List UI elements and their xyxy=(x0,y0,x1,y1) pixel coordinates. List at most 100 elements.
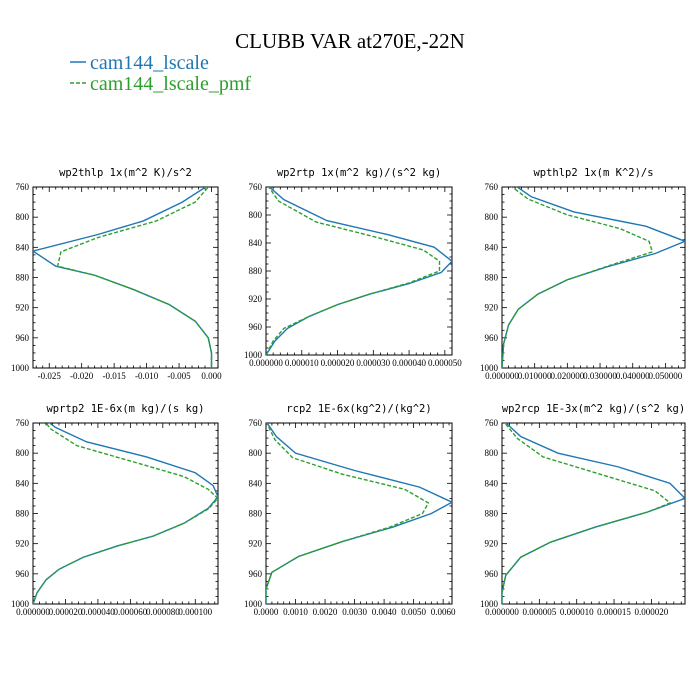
x-tick-label: 0.000000 xyxy=(16,607,50,617)
x-tick-label: 0.000040 xyxy=(392,358,426,368)
y-tick-label: 920 xyxy=(485,539,499,549)
figure-title: CLUBB VAR at270E,-22N xyxy=(235,29,465,53)
legend-label: cam144_lscale xyxy=(90,52,209,74)
subplot-title: wp2rtp 1x(m^2 kg)/(s^2 kg) xyxy=(277,167,441,179)
subplot-4: wprtp2 1E-6x(m kg)/(s kg) 760 800 840 880 920… xyxy=(11,403,219,617)
y-tick-label: 840 xyxy=(249,478,263,488)
y-tick-label: 960 xyxy=(16,569,30,579)
plot-frame xyxy=(32,186,219,369)
y-tick-label: 760 xyxy=(16,418,30,428)
x-tick-label: 0.000100 xyxy=(178,607,212,617)
subplot-1: wp2thlp 1x(m^2 K)/s^2 760 800 840 880 920 960 1… xyxy=(11,167,222,381)
x-tick-label: 0.000020 xyxy=(49,607,83,617)
series-line-2 xyxy=(266,423,430,604)
plot-frame xyxy=(265,422,453,605)
y-tick-label: 1000 xyxy=(244,350,263,360)
y-tick-label: 960 xyxy=(16,333,30,343)
subplot-title: wprtp2 1E-6x(m kg)/(s kg) xyxy=(46,403,204,415)
y-tick-label: 960 xyxy=(485,333,499,343)
series-line-1 xyxy=(266,423,452,604)
x-tick-label: 0.000040 xyxy=(81,607,115,617)
x-tick-label: -0.025 xyxy=(38,371,62,381)
y-tick-label: 920 xyxy=(249,539,263,549)
x-tick-label: 0.000000 xyxy=(485,371,519,381)
x-tick-label: 0.000030 xyxy=(356,358,390,368)
series-line-2 xyxy=(502,187,654,368)
subplot-2: wp2rtp 1x(m^2 kg)/(s^2 kg) 760 800 840 880 92… xyxy=(244,167,462,368)
series-line-2 xyxy=(56,187,213,368)
x-tick-label: 0.000015 xyxy=(597,607,631,617)
x-tick-label: 0.010000 xyxy=(518,371,552,381)
x-tick-label: 0.000000 xyxy=(485,607,519,617)
series-line-1 xyxy=(33,187,213,368)
x-tick-label: 0.000010 xyxy=(285,358,319,368)
y-tick-label: 1000 xyxy=(11,363,30,373)
legend-label: cam144_lscale_pmf xyxy=(90,73,251,95)
y-tick-label: 840 xyxy=(485,478,499,488)
y-tick-label: 1000 xyxy=(244,599,263,609)
panels: wp2thlp 1x(m^2 K)/s^2 760 800 840 880 920 960 1… xyxy=(11,167,686,617)
y-tick-label: 880 xyxy=(249,266,263,276)
x-tick-label: -0.010 xyxy=(135,371,159,381)
y-tick-label: 880 xyxy=(16,509,30,519)
legend-entry: cam144_lscale xyxy=(70,52,209,74)
x-tick-label: 0.050000 xyxy=(649,371,683,381)
y-tick-label: 840 xyxy=(16,478,30,488)
plot-frame xyxy=(265,186,453,356)
series-line-1 xyxy=(266,187,452,355)
x-tick-label: 0.000010 xyxy=(560,607,594,617)
subplot-3: wpthlp2 1x(m K^2)/s 760 800 840 880 920 960 100… xyxy=(480,167,686,381)
y-tick-label: 920 xyxy=(16,539,30,549)
y-tick-label: 1000 xyxy=(480,599,499,609)
x-tick-label: 0.000005 xyxy=(522,607,556,617)
x-tick-label: -0.020 xyxy=(70,371,94,381)
y-tick-label: 800 xyxy=(249,448,263,458)
y-tick-label: 840 xyxy=(16,242,30,252)
y-tick-label: 1000 xyxy=(11,599,30,609)
x-tick-label: 0.020000 xyxy=(550,371,584,381)
x-tick-label: 0.000060 xyxy=(113,607,147,617)
x-tick-label: 0.000020 xyxy=(635,607,669,617)
y-tick-label: 800 xyxy=(485,212,499,222)
x-tick-label: 0.0000 xyxy=(254,607,279,617)
y-tick-label: 960 xyxy=(249,322,263,332)
y-tick-label: 880 xyxy=(249,509,263,519)
y-tick-label: 760 xyxy=(485,182,499,192)
series-line-1 xyxy=(33,423,218,604)
subplot-6: wp2rcp 1E-3x(m^2 kg)/(s^2 kg)760 800 840 88… xyxy=(480,403,686,617)
x-tick-label: 0.000 xyxy=(201,371,222,381)
y-tick-label: 960 xyxy=(485,569,499,579)
subplot-title: wpthlp2 1x(m K^2)/s xyxy=(533,167,653,179)
y-tick-label: 800 xyxy=(485,448,499,458)
y-tick-label: 840 xyxy=(485,242,499,252)
x-tick-label: 0.000080 xyxy=(146,607,180,617)
y-tick-label: 960 xyxy=(249,569,263,579)
subplot-title: wp2thlp 1x(m^2 K)/s^2 xyxy=(59,167,192,179)
y-tick-label: 920 xyxy=(485,303,499,313)
x-tick-label: 0.0040 xyxy=(372,607,397,617)
x-tick-label: 0.000000 xyxy=(249,358,283,368)
y-tick-label: 1000 xyxy=(480,363,499,373)
x-tick-label: 0.040000 xyxy=(616,371,650,381)
subplot-title: wp2rcp 1E-3x(m^2 kg)/(s^2 kg) xyxy=(502,403,685,415)
subplot-5: rcp2 1E-6x(kg^2)/(kg^2) 760 800 840 880 920 96… xyxy=(244,403,456,617)
y-tick-label: 760 xyxy=(16,182,30,192)
series-line-2 xyxy=(33,423,218,604)
plot-frame xyxy=(501,422,686,605)
y-tick-label: 760 xyxy=(485,418,499,428)
x-tick-label: -0.005 xyxy=(167,371,191,381)
y-tick-label: 800 xyxy=(16,212,30,222)
x-tick-label: 0.0060 xyxy=(431,607,456,617)
x-tick-label: 0.000050 xyxy=(428,358,462,368)
y-tick-label: 760 xyxy=(249,182,263,192)
y-tick-label: 880 xyxy=(16,273,30,283)
plot-frame xyxy=(501,186,686,369)
x-tick-label: 0.0030 xyxy=(342,607,367,617)
y-tick-label: 920 xyxy=(249,294,263,304)
series-line-2 xyxy=(266,187,441,355)
x-tick-label: 0.000020 xyxy=(321,358,355,368)
x-tick-label: 0.0020 xyxy=(313,607,338,617)
y-tick-label: 800 xyxy=(249,210,263,220)
subplot-title: rcp2 1E-6x(kg^2)/(kg^2) xyxy=(286,403,431,415)
